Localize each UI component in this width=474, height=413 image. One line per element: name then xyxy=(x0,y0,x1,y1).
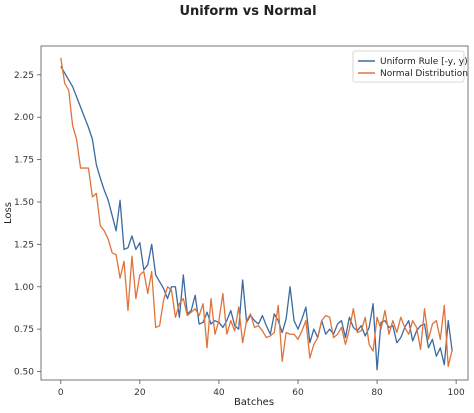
y-tick-label: 0.50 xyxy=(14,368,34,378)
x-tick-label: 40 xyxy=(213,388,225,398)
y-tick-label: 1.75 xyxy=(14,156,34,166)
y-tick-label: 0.75 xyxy=(14,325,34,335)
legend-label: Uniform Rule [-y, y) xyxy=(380,57,468,67)
x-axis-ticks: 0 20 40 60 80 100 xyxy=(58,380,465,398)
legend-box xyxy=(352,50,465,83)
series-line-normal xyxy=(60,57,453,368)
y-tick-label: 1.00 xyxy=(14,283,34,293)
legend: Uniform Rule [-y, y) Normal Distribution xyxy=(352,50,468,83)
y-tick-label: 1.25 xyxy=(14,240,34,250)
x-axis-label: Batches xyxy=(234,397,274,408)
y-tick-label: 2.00 xyxy=(14,113,34,123)
x-tick-label: 0 xyxy=(58,388,64,398)
series-lines xyxy=(60,57,453,371)
x-tick-label: 100 xyxy=(448,388,465,398)
x-tick-label: 20 xyxy=(134,388,146,398)
y-tick-label: 1.50 xyxy=(14,198,34,208)
x-tick-label: 60 xyxy=(292,388,304,398)
y-axis-label: Loss xyxy=(3,202,14,224)
chart-title: Uniform vs Normal xyxy=(179,4,316,19)
y-axis-ticks: 0.50 0.75 1.00 1.25 1.50 1.75 2.00 2.25 xyxy=(14,71,41,378)
x-tick-label: 80 xyxy=(371,388,383,398)
y-tick-label: 2.25 xyxy=(14,71,34,81)
legend-label: Normal Distribution xyxy=(380,69,468,79)
